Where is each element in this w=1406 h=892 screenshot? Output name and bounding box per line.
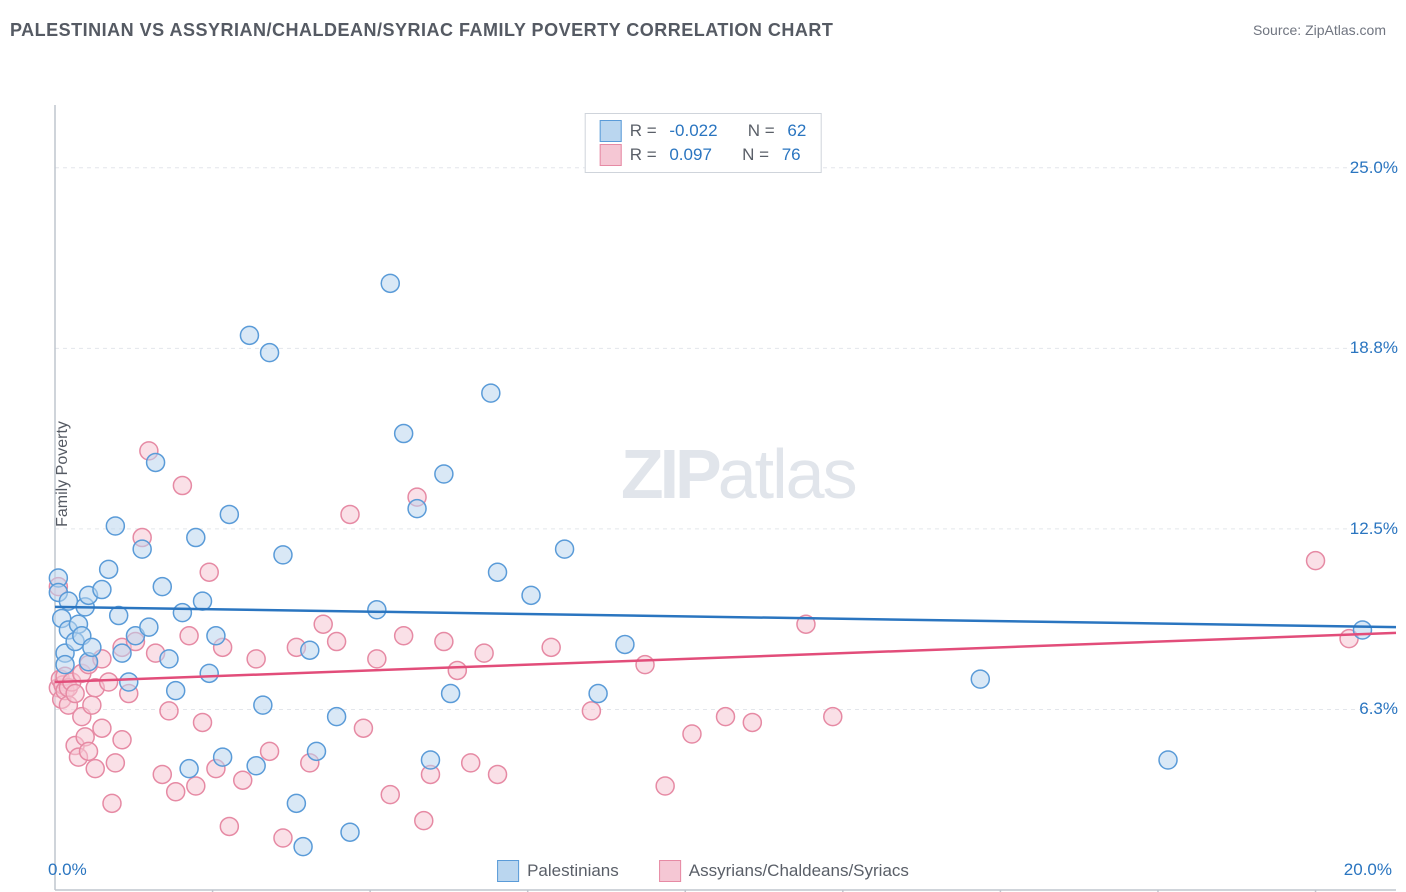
x-axis-max-label: 20.0% xyxy=(1344,860,1392,880)
bottom-legend-swatch-1 xyxy=(659,860,681,882)
bottom-legend-label-0: Palestinians xyxy=(527,861,619,881)
y-axis-label: Family Poverty xyxy=(54,421,72,527)
chart-title: PALESTINIAN VS ASSYRIAN/CHALDEAN/SYRIAC … xyxy=(10,20,833,41)
y-tick-label: 6.3% xyxy=(1359,699,1398,719)
stats-n-value-1: 76 xyxy=(782,145,801,165)
y-tick-label: 25.0% xyxy=(1350,158,1398,178)
stats-row-0: R = -0.022 N = 62 xyxy=(600,120,807,142)
stats-n-label-0: N = xyxy=(748,121,780,141)
bottom-legend-label-1: Assyrians/Chaldeans/Syriacs xyxy=(689,861,909,881)
bottom-legend-swatch-0 xyxy=(497,860,519,882)
source-attribution: Source: ZipAtlas.com xyxy=(1253,22,1386,38)
chart-container: PALESTINIAN VS ASSYRIAN/CHALDEAN/SYRIAC … xyxy=(0,0,1406,892)
stats-n-value-0: 62 xyxy=(787,121,806,141)
chart-svg xyxy=(0,55,1406,892)
y-tick-label: 18.8% xyxy=(1350,338,1398,358)
legend-swatch-1 xyxy=(600,144,622,166)
source-prefix: Source: xyxy=(1253,22,1305,38)
bottom-legend-item-1: Assyrians/Chaldeans/Syriacs xyxy=(659,860,909,882)
bottom-legend: Palestinians Assyrians/Chaldeans/Syriacs xyxy=(497,860,909,882)
source-link[interactable]: ZipAtlas.com xyxy=(1305,22,1386,38)
chart-area: Family Poverty ZIPatlas 6.3%12.5%18.8%25… xyxy=(0,55,1406,892)
x-axis-min-label: 0.0% xyxy=(48,860,87,880)
legend-swatch-0 xyxy=(600,120,622,142)
stats-r-value-0: -0.022 xyxy=(669,121,717,141)
y-tick-label: 12.5% xyxy=(1350,519,1398,539)
stats-r-label-1: R = xyxy=(630,145,662,165)
stats-legend: R = -0.022 N = 62 R = 0.097 N = 76 xyxy=(585,113,822,173)
stats-row-1: R = 0.097 N = 76 xyxy=(600,144,807,166)
bottom-legend-item-0: Palestinians xyxy=(497,860,619,882)
stats-r-value-1: 0.097 xyxy=(669,145,712,165)
stats-n-label-1: N = xyxy=(742,145,774,165)
stats-r-label-0: R = xyxy=(630,121,662,141)
